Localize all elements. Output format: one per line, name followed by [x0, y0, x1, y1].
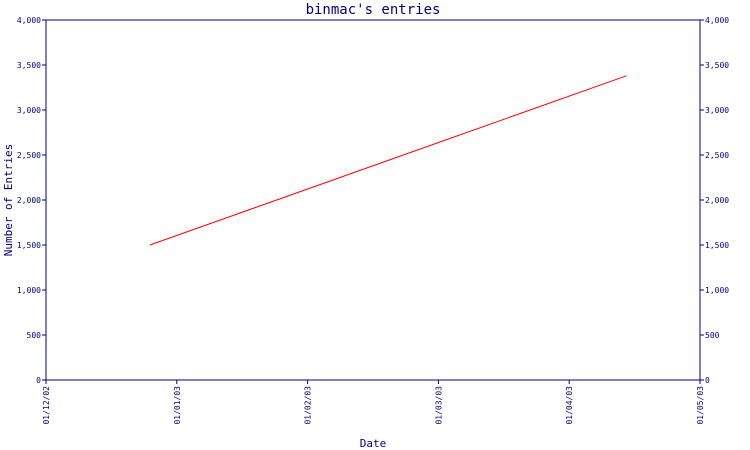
- y-tick-label-right: 1,500: [705, 241, 729, 250]
- y-ticks: 0 0 500 500 1,000 1,000 1,500 1,500 2,000 2,000 2,…: [17, 16, 729, 385]
- y-tick-label-right: 2,000: [705, 196, 729, 205]
- y-tick-label-left: 1,500: [17, 241, 41, 250]
- y-tick-label-left: 1,000: [17, 286, 41, 295]
- x-tick-label: 01/03/03: [434, 386, 443, 425]
- x-axis-label: Date: [360, 437, 387, 450]
- y-tick-label-left: 0: [36, 376, 41, 385]
- x-tick-label: 01/05/03: [696, 386, 705, 425]
- y-tick-label-right: 2,500: [705, 151, 729, 160]
- y-tick-label-left: 3,000: [17, 106, 41, 115]
- y-tick-label-left: 500: [27, 331, 42, 340]
- y-tick-label-right: 0: [705, 376, 710, 385]
- x-ticks: 01/12/02 01/01/03 01/02/03 01/03/03 01/04/03…: [42, 380, 705, 425]
- x-tick-label: 01/01/03: [173, 386, 182, 425]
- x-tick-label: 01/02/03: [304, 386, 313, 425]
- y-tick-label-right: 4,000: [705, 16, 729, 25]
- x-tick-label: 01/04/03: [565, 386, 574, 425]
- y-tick-label-right: 3,500: [705, 61, 729, 70]
- chart-title: binmac's entries: [306, 2, 441, 18]
- y-tick-label-right: 1,000: [705, 286, 729, 295]
- y-tick-label-left: 3,500: [17, 61, 41, 70]
- series-line: [149, 75, 627, 246]
- series-layer: [149, 75, 627, 246]
- y-tick-label-left: 2,500: [17, 151, 41, 160]
- y-tick-label-right: 3,000: [705, 106, 729, 115]
- y-tick-label-left: 2,000: [17, 196, 41, 205]
- y-axis-label: Number of Entries: [2, 144, 15, 257]
- y-tick-label-left: 4,000: [17, 16, 41, 25]
- x-tick-label: 01/12/02: [42, 386, 51, 425]
- y-tick-label-right: 500: [705, 331, 720, 340]
